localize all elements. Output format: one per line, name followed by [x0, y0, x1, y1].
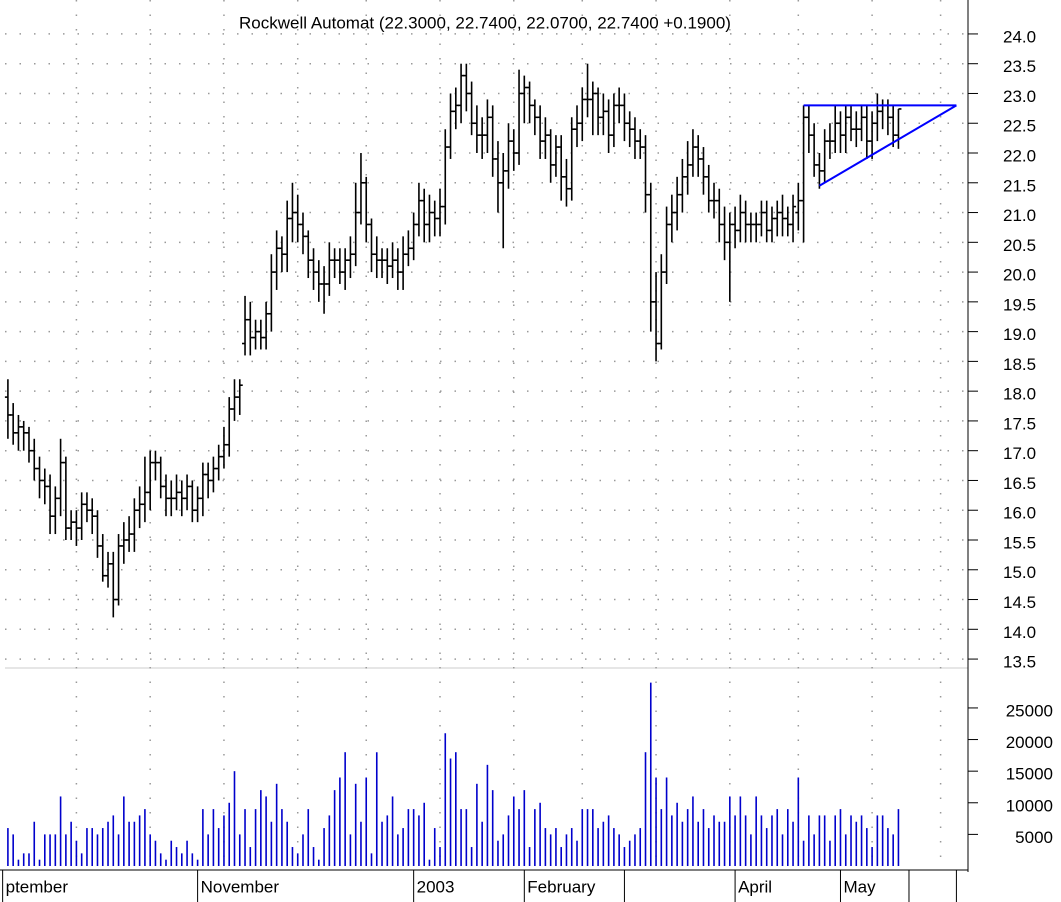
y2-tick-label: 20000 — [1006, 733, 1053, 752]
y2-tick-label: 25000 — [1006, 701, 1053, 720]
y-tick-label: 18.5 — [1003, 355, 1036, 374]
y-tick-label: 22.0 — [1003, 146, 1036, 165]
y-tick-label: 16.5 — [1003, 474, 1036, 493]
y-tick-label: 22.5 — [1003, 117, 1036, 136]
y-tick-label: 14.5 — [1003, 593, 1036, 612]
y-tick-label: 21.5 — [1003, 176, 1036, 195]
y-tick-label: 19.5 — [1003, 295, 1036, 314]
y2-tick-label: 10000 — [1006, 796, 1053, 815]
y-tick-label: 20.0 — [1003, 266, 1036, 285]
y-tick-label: 13.5 — [1003, 653, 1036, 672]
y-tick-label: 20.5 — [1003, 236, 1036, 255]
y-tick-label: 17.5 — [1003, 414, 1036, 433]
trendline — [818, 104, 957, 187]
x-tick-label: 2003 — [417, 877, 455, 896]
x-tick-label: February — [527, 877, 596, 896]
y-tick-label: 15.5 — [1003, 533, 1036, 552]
y-tick-label: 23.0 — [1003, 87, 1036, 106]
y-tick-label: 21.0 — [1003, 206, 1036, 225]
x-tick-label: April — [738, 877, 772, 896]
y-tick-label: 16.0 — [1003, 504, 1036, 523]
chart-title: Rockwell Automat (22.3000, 22.7400, 22.0… — [239, 13, 731, 32]
x-tick-label: May — [843, 877, 876, 896]
y2-tick-label: 15000 — [1006, 765, 1053, 784]
y-tick-label: 17.0 — [1003, 444, 1036, 463]
y-tick-label: 23.5 — [1003, 57, 1036, 76]
y-tick-label: 15.0 — [1003, 563, 1036, 582]
y-tick-label: 14.0 — [1003, 623, 1036, 642]
y-tick-label: 18.0 — [1003, 385, 1036, 404]
y-tick-label: 24.0 — [1003, 27, 1036, 46]
y2-tick-label: 5000 — [1015, 828, 1053, 847]
y-tick-label: 19.0 — [1003, 325, 1036, 344]
x-tick-label: ptember — [6, 877, 69, 896]
x-tick-label: November — [201, 877, 280, 896]
